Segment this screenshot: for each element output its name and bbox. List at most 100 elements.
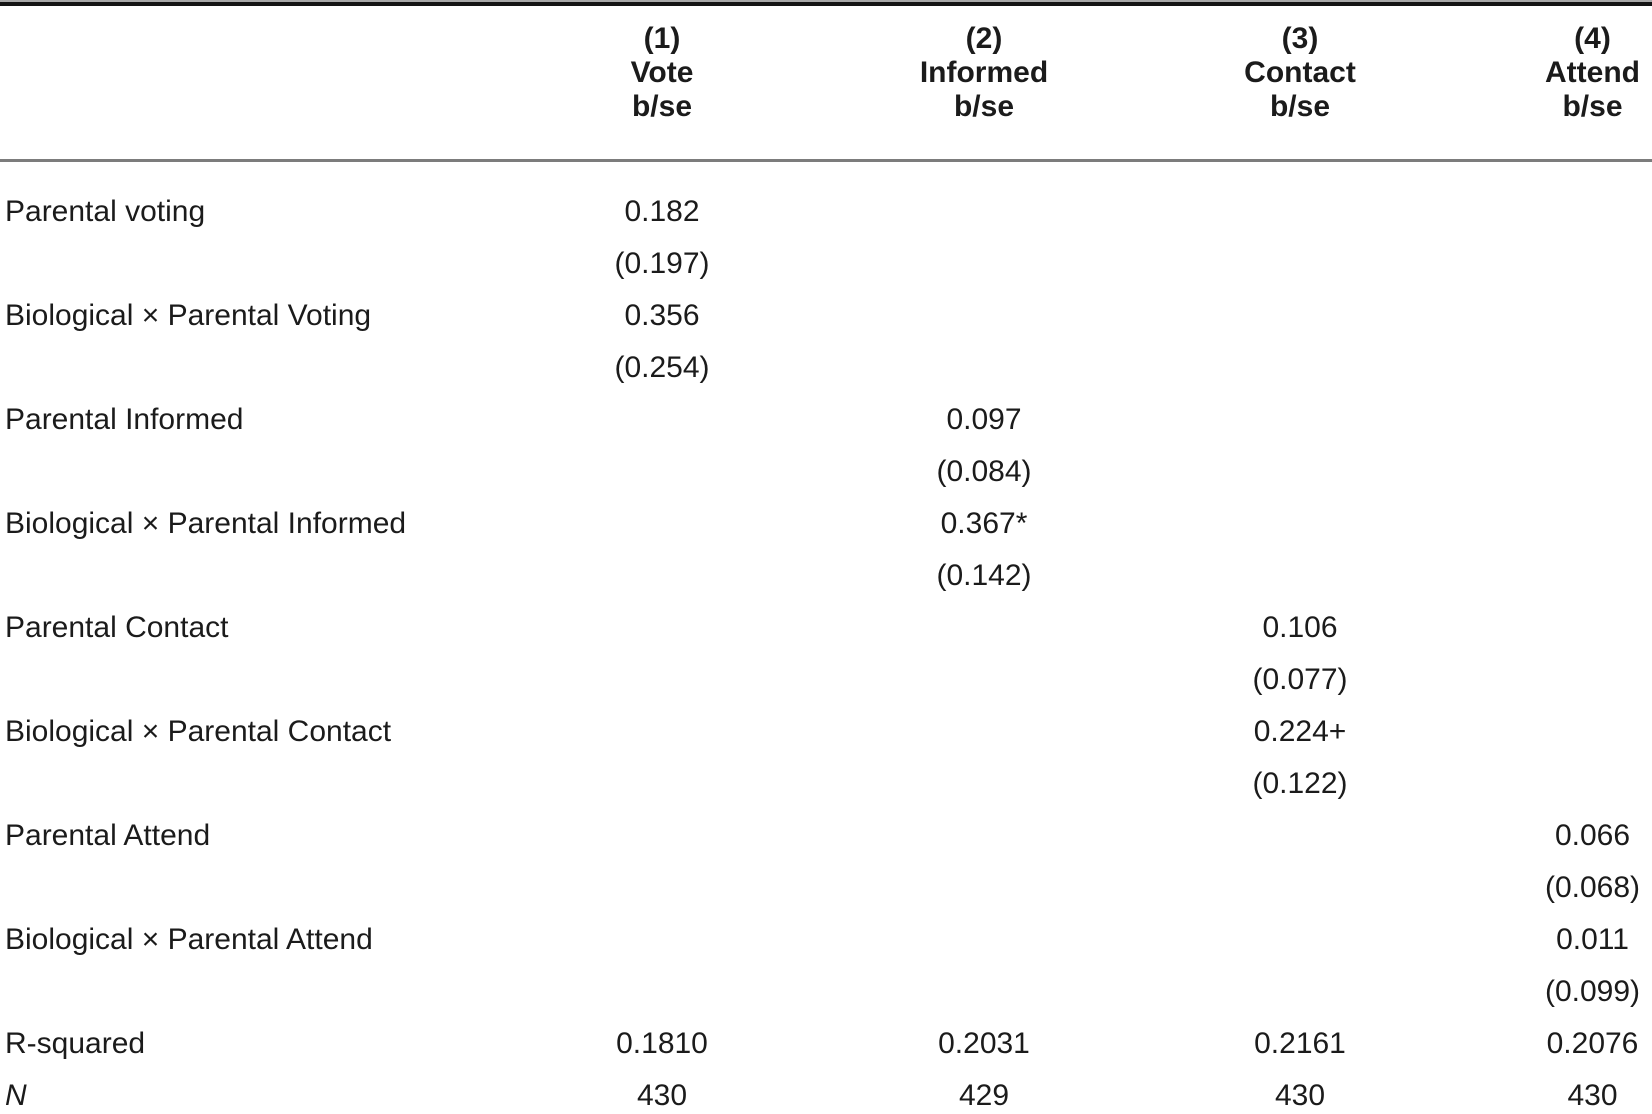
estimate-cell [823, 706, 1145, 758]
r-squared-cell: 0.2076 [1546, 1027, 1639, 1060]
se-cell [1145, 342, 1455, 394]
se-cell [501, 550, 823, 602]
col-1-outcome: Vote [630, 56, 694, 89]
estimate-cell: 0.106 [1262, 611, 1338, 644]
std-error-row: (0.084) [0, 446, 1652, 498]
empty-cell [0, 238, 501, 290]
estimate-cell [823, 914, 1145, 966]
coefficient-row: Parental Attend 0.066 [0, 810, 1652, 862]
estimate-cell [1145, 394, 1455, 446]
estimate-cell [501, 394, 823, 446]
col-4-number: (4) [1574, 22, 1611, 55]
estimate-cell [1145, 810, 1455, 862]
empty-cell [1455, 161, 1652, 187]
estimate-cell [501, 498, 823, 550]
se-cell [501, 966, 823, 1018]
estimate-cell [501, 914, 823, 966]
estimate-cell [1455, 602, 1652, 654]
se-cell: (0.077) [1252, 663, 1348, 696]
row-label: Parental Attend [5, 819, 211, 852]
coefficient-row: Biological × Parental Contact 0.224+ [0, 706, 1652, 758]
estimate-cell: 0.011 [1556, 923, 1629, 956]
se-cell [1455, 446, 1652, 498]
estimate-cell [1145, 290, 1455, 342]
se-cell [823, 654, 1145, 706]
col-4-stat: b/se [1562, 90, 1623, 123]
col-2-outcome: Informed [919, 56, 1049, 89]
se-cell [823, 758, 1145, 810]
empty-cell [0, 758, 501, 810]
empty-cell [0, 654, 501, 706]
empty-cell [0, 550, 501, 602]
row-label: Parental Informed [5, 403, 244, 436]
empty-cell [0, 342, 501, 394]
se-cell: (0.197) [614, 247, 710, 280]
se-cell [823, 862, 1145, 914]
n-cell: 430 [1274, 1079, 1326, 1112]
se-cell [1145, 966, 1455, 1018]
coefficient-row: Parental Contact 0.106 [0, 602, 1652, 654]
estimate-cell: 0.224+ [1253, 715, 1347, 748]
se-cell [823, 342, 1145, 394]
estimate-cell [1145, 498, 1455, 550]
estimate-cell [823, 602, 1145, 654]
row-label: Biological × Parental Voting [5, 299, 372, 332]
coefficient-row: Biological × Parental Voting 0.356 [0, 290, 1652, 342]
std-error-row: (0.077) [0, 654, 1652, 706]
estimate-cell [1145, 914, 1455, 966]
empty-cell [501, 161, 823, 187]
se-cell [823, 238, 1145, 290]
row-label: Biological × Parental Attend [5, 923, 373, 956]
col-3-outcome: Contact [1244, 56, 1356, 89]
empty-cell [823, 161, 1145, 187]
estimate-cell [1455, 498, 1652, 550]
estimate-cell [1455, 290, 1652, 342]
col-1-number: (1) [643, 22, 681, 55]
header-row: (1) Vote b/se (2) Informed b/se (3) Cont… [0, 6, 1652, 162]
r-squared-row: R-squared 0.1810 0.2031 0.2161 0.2076 [0, 1018, 1652, 1070]
se-cell [1455, 238, 1652, 290]
estimate-cell [501, 602, 823, 654]
estimate-cell: 0.367* [940, 507, 1028, 540]
estimate-cell [823, 290, 1145, 342]
se-cell [1145, 862, 1455, 914]
top-rule-hairline [0, 0, 1652, 2]
empty-cell [0, 862, 501, 914]
table-body: Parental voting 0.182 (0.197) Biological… [0, 161, 1652, 1114]
se-cell [1455, 758, 1652, 810]
row-label: N [5, 1079, 27, 1112]
coefficient-row: Biological × Parental Informed 0.367* [0, 498, 1652, 550]
row-label: Parental voting [5, 195, 206, 228]
top-rule [0, 2, 1652, 6]
empty-cell [0, 966, 501, 1018]
se-cell [1145, 550, 1455, 602]
estimate-cell: 0.066 [1554, 819, 1631, 852]
estimate-cell [1455, 186, 1652, 238]
estimate-cell: 0.356 [624, 299, 700, 332]
header-label-cell [0, 6, 501, 162]
std-error-row: (0.068) [0, 862, 1652, 914]
row-label: R-squared [5, 1027, 146, 1060]
col-4-outcome: Attend [1545, 56, 1640, 89]
col-3-number: (3) [1281, 22, 1319, 55]
col-2-number: (2) [965, 22, 1003, 55]
col-2-stat: b/se [953, 90, 1015, 123]
se-cell [1145, 238, 1455, 290]
se-cell [823, 966, 1145, 1018]
std-error-row: (0.122) [0, 758, 1652, 810]
se-cell [1455, 342, 1652, 394]
n-cell: 429 [958, 1079, 1010, 1112]
spacer-row [0, 161, 1652, 187]
se-cell [501, 862, 823, 914]
se-cell: (0.142) [936, 559, 1032, 592]
row-label: Parental Contact [5, 611, 229, 644]
se-cell: (0.254) [614, 351, 710, 384]
n-cell: 430 [636, 1079, 688, 1112]
se-cell [501, 446, 823, 498]
col-3-stat: b/se [1269, 90, 1331, 123]
estimate-cell [1455, 706, 1652, 758]
row-label: Biological × Parental Informed [5, 507, 407, 540]
r-squared-cell: 0.1810 [616, 1027, 708, 1060]
row-label: Biological × Parental Contact [5, 715, 392, 748]
